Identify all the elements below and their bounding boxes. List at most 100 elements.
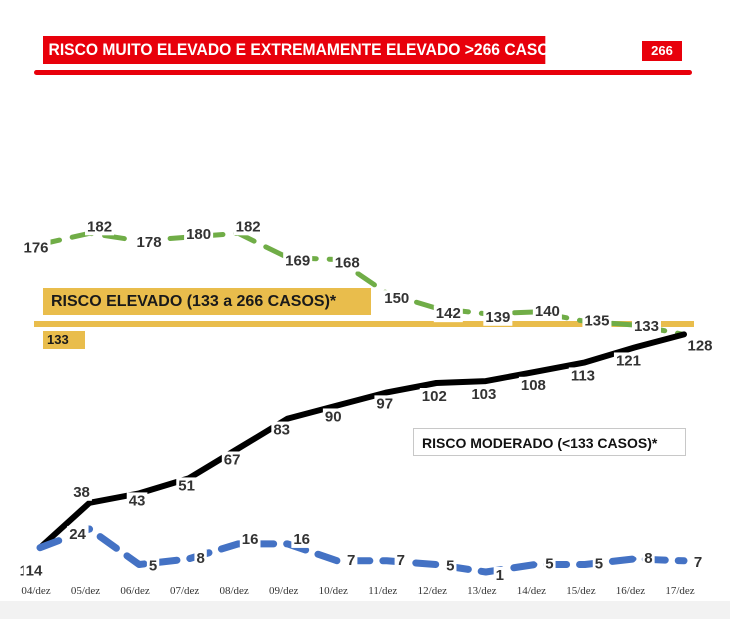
blue-data-label: 7: [347, 552, 355, 569]
blue-data-label: 7: [694, 554, 702, 571]
black-series-point: [384, 390, 389, 395]
blue-data-label-bg: [592, 555, 606, 573]
green-data-label-bg: [332, 254, 362, 272]
green-data-label-bg: [582, 312, 612, 330]
blue-data-label-bg: [691, 553, 705, 571]
black-data-label: 90: [325, 408, 342, 425]
black-data-label: 103: [471, 386, 496, 403]
black-data-label-bg: [469, 386, 499, 404]
blue-data-label: 16: [242, 531, 259, 548]
high-risk-threshold-line: [34, 70, 692, 75]
black-series-point: [582, 360, 587, 365]
x-tick-label: 07/dez: [170, 585, 199, 597]
green-data-label-bg: [184, 226, 214, 244]
blue-series-line: [36, 525, 688, 576]
green-data-label: 133: [634, 318, 659, 335]
blue-series-point: [236, 541, 241, 546]
blue-data-label: 5: [149, 558, 157, 575]
x-tick-label: 13/dez: [467, 585, 496, 597]
green-data-label-bg: [631, 318, 661, 335]
blue-series-point: [384, 558, 389, 563]
black-data-label-bg: [176, 477, 197, 495]
green-data-label-bg: [685, 337, 715, 355]
blue-series-point: [87, 526, 92, 531]
blue-series-point: [682, 558, 686, 563]
blue-data-label-bg: [291, 530, 313, 548]
black-data-label: 67: [224, 452, 241, 469]
black-series-line: [37, 331, 687, 551]
green-data-label: 135: [584, 312, 609, 329]
black-series-point: [483, 379, 488, 384]
green-data-label: 142: [436, 305, 461, 322]
blue-series-point: [137, 562, 142, 567]
green-data-label: 182: [236, 218, 261, 235]
black-series-point: [632, 345, 637, 350]
elevated-threshold-badge: 133: [43, 331, 85, 349]
blue-data-label-bg: [194, 549, 207, 567]
blue-data-label: 5: [545, 556, 553, 573]
black-data-label-bg: [613, 352, 643, 370]
x-tick-label: 08/dez: [219, 585, 248, 597]
green-data-label-bg: [483, 308, 513, 326]
green-data-label-bg: [433, 305, 463, 323]
x-tick-label: 10/dez: [319, 585, 348, 597]
moderate-risk-label: RISCO MODERADO (<133 CASOS)*: [413, 428, 686, 456]
x-tick-label: 14/dez: [517, 585, 546, 597]
x-tick-label: 11/dez: [368, 585, 397, 597]
high-risk-threshold-badge: 266: [642, 41, 682, 61]
x-tick-label: 16/dez: [616, 585, 645, 597]
blue-data-label: 24: [69, 526, 86, 543]
series-layer: [36, 230, 688, 576]
black-data-label-bg: [126, 492, 148, 510]
x-tick-label: 09/dez: [269, 585, 298, 597]
blue-data-label-bg: [23, 562, 45, 580]
high-risk-title: RISCO MUITO ELEVADO E EXTREMAMENTE ELEVA…: [43, 36, 566, 64]
blue-data-label: 7: [397, 552, 405, 569]
black-data-label-bg: [221, 451, 243, 469]
blue-data-label-bg: [239, 530, 261, 548]
black-data-label: 51: [178, 477, 195, 494]
green-data-label: 178: [137, 234, 162, 251]
blue-data-label-bg: [67, 525, 89, 543]
black-series-point: [335, 403, 340, 408]
blue-data-label-bg: [642, 549, 655, 567]
elevated-threshold-line: [34, 321, 694, 327]
green-data-label-bg: [85, 218, 115, 236]
black-data-label: 38: [73, 484, 90, 501]
black-data-label: 102: [422, 388, 447, 405]
black-data-label: 113: [571, 367, 595, 384]
green-data-label: 169: [285, 253, 310, 270]
blue-series-point: [285, 541, 290, 546]
green-data-label-bg: [134, 233, 164, 251]
blue-data-label-bg: [345, 551, 358, 569]
blue-data-label-bg: [394, 551, 407, 569]
blue-data-label-bg: [493, 567, 507, 584]
blue-series-point: [582, 562, 587, 567]
x-tick-label: 06/dez: [120, 585, 149, 597]
black-series-point: [682, 332, 686, 337]
green-data-label-bg: [233, 218, 263, 236]
blue-series-point: [38, 545, 42, 550]
blue-series-point: [335, 558, 340, 563]
blue-data-label-bg: [543, 555, 556, 573]
x-tick-label: 04/dez: [21, 585, 50, 597]
x-tick-label: 12/dez: [418, 585, 447, 597]
blue-data-label-bg: [444, 557, 457, 575]
x-tick-label: 17/dez: [665, 585, 694, 597]
blue-data-label: 1: [496, 567, 504, 584]
x-tick-label: 15/dez: [566, 585, 595, 597]
black-data-label: 108: [521, 377, 546, 394]
black-series-point: [533, 369, 538, 374]
green-data-label: 140: [535, 303, 560, 320]
blue-data-label: 5: [446, 558, 454, 575]
x-axis-ticks: 04/dez 05/dez 06/dez 07/dez 08/dez 09/dez 10/d…: [21, 585, 694, 597]
blue-series-point: [483, 570, 488, 574]
green-data-label-bg: [532, 302, 562, 320]
elevated-risk-label: RISCO ELEVADO (133 a 266 CASOS)*: [43, 288, 371, 315]
black-series-point: [285, 416, 290, 421]
black-data-label-bg: [71, 483, 92, 501]
black-series-point: [434, 381, 439, 386]
green-data-label-bg: [382, 290, 412, 308]
